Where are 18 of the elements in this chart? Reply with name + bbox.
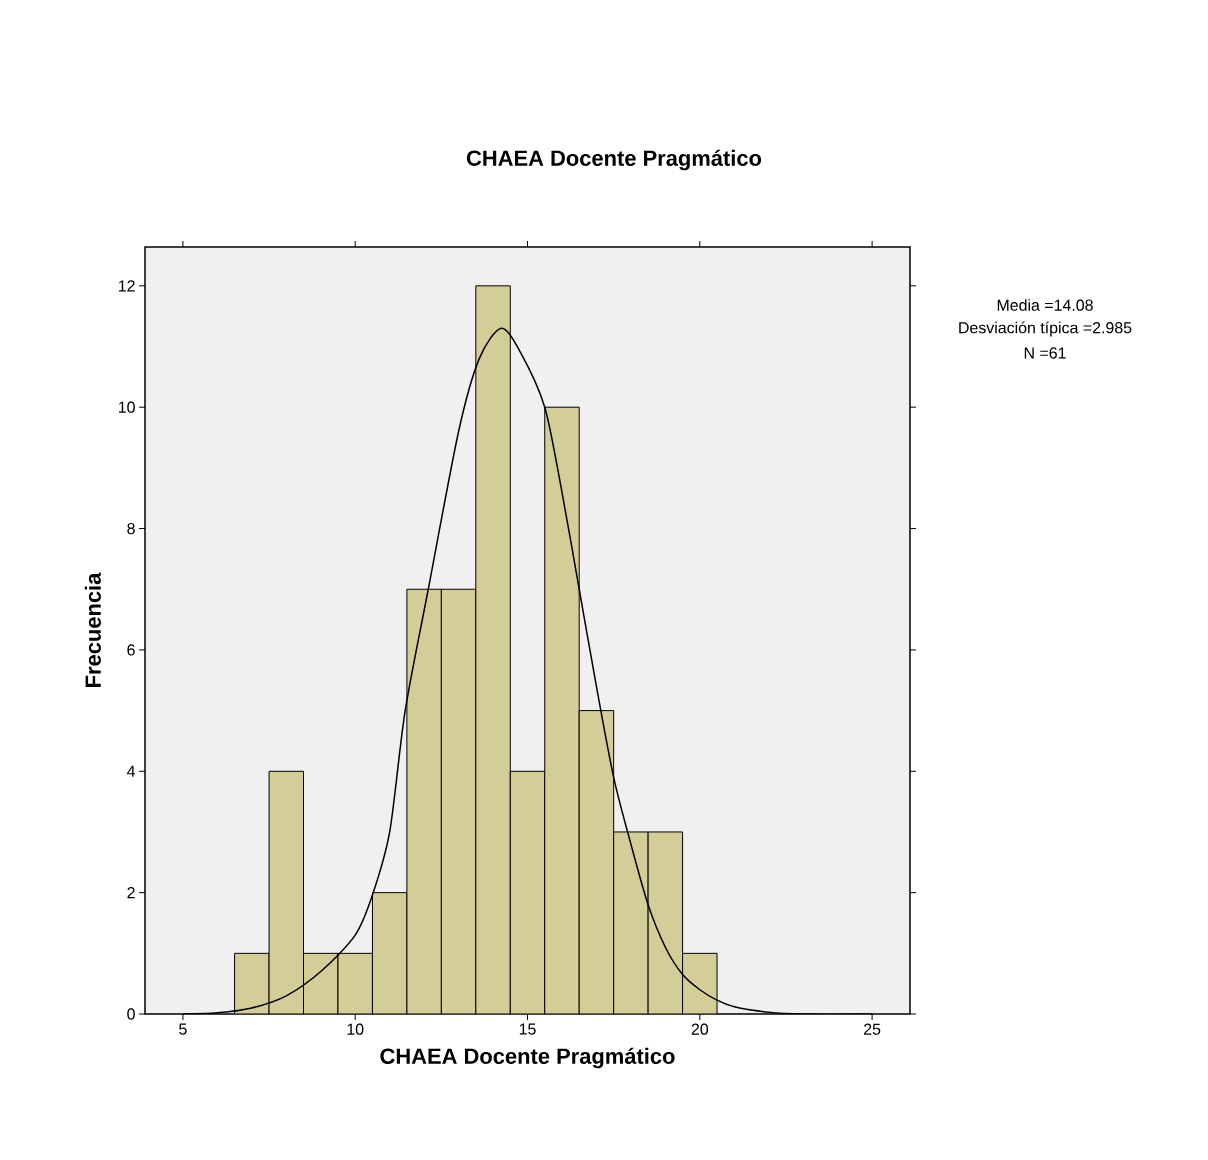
text: Desviación típica =2.985 <box>959 321 1132 337</box>
y-tick-label: 4 <box>126 765 136 777</box>
x-tick-label: 20 <box>691 1023 709 1035</box>
text: N =61 <box>1024 347 1066 359</box>
y-tick-label: 0 <box>127 1008 135 1020</box>
y-tick-label: 2 <box>127 887 135 899</box>
x-tick-label: 5 <box>179 1023 187 1035</box>
x-tick-label: 10 <box>347 1023 364 1035</box>
chart-title: CHAEA Docente Pragmático <box>466 149 762 171</box>
x-axis-title: CHAEA Docente Pragmático <box>380 1047 675 1069</box>
x-tick-label: 15 <box>519 1023 536 1035</box>
y-tick-label: 10 <box>118 401 135 413</box>
y-tick-label: 12 <box>118 280 135 292</box>
y-tick-label: 6 <box>127 644 135 656</box>
x-tick-label: 25 <box>864 1023 881 1035</box>
y-axis-title: Frecuencia <box>84 572 101 687</box>
y-tick-label: 8 <box>127 522 135 535</box>
text: Media =14.08 <box>997 299 1093 311</box>
